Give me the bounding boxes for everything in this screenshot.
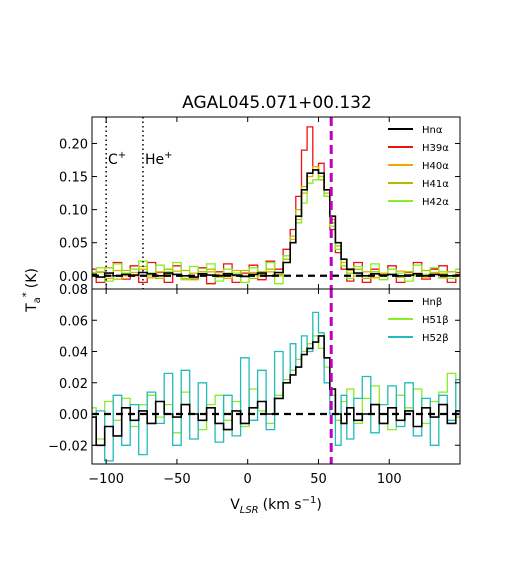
xtick-label: 100 [377, 472, 402, 487]
alpha-overlays [92, 117, 460, 289]
he-plus-sup: + [164, 150, 172, 161]
xlabel-main: V [230, 497, 240, 513]
x-ticks: −100 −50 0 50 100 [88, 472, 401, 487]
legend-label-h52beta: H52β [422, 333, 449, 344]
beta-top-tick-label: 0.08 [59, 283, 88, 298]
legend-label-hnbeta: Hnβ [422, 297, 442, 308]
ylabel-sup: * [21, 292, 32, 297]
panel-beta: −0.02 0.00 0.02 0.04 0.06 0.08 Hnβ H51β H52β −… [48, 283, 461, 487]
beta-ytick-label: 0.02 [59, 377, 88, 392]
beta-ytick-label: −0.02 [48, 439, 88, 454]
ylabel-sub: a [32, 297, 43, 303]
alpha-ytick-label: 0.05 [59, 237, 88, 252]
beta-legend: Hnβ H51β H52β [388, 297, 449, 344]
alpha-series-group [92, 126, 460, 285]
beta-y-ticks: −0.02 0.00 0.02 0.04 0.06 [48, 289, 460, 464]
alpha-y-ticks: 0.00 0.05 0.10 0.15 0.20 [59, 117, 460, 289]
alpha-legend: Hnα H39α H40α H41α H42α [388, 125, 449, 208]
legend-label-h40alpha: H40α [422, 161, 449, 172]
xtick-label: −50 [163, 472, 190, 487]
c-plus-sup: + [118, 150, 126, 161]
legend-label-h51beta: H51β [422, 315, 449, 326]
xtick-label: 0 [244, 472, 252, 487]
c-plus-label: C+ [108, 150, 126, 168]
chart-title: AGAL045.071+00.132 [182, 93, 372, 113]
beta-overlays [92, 289, 460, 464]
alpha-ytick-label: 0.20 [59, 137, 88, 152]
xlabel-units-sup: −1 [302, 495, 317, 506]
ylabel-main: T [24, 303, 40, 313]
series-hnbeta [92, 335, 460, 447]
panel-alpha: 0.00 0.05 0.10 0.15 0.20 Hnα H39α H40α H41α H42α… [59, 116, 461, 290]
he-plus-text: He [145, 152, 164, 168]
beta-ytick-label: 0.06 [59, 314, 88, 329]
c-plus-text: C [108, 152, 118, 168]
xlabel-units: (km s [263, 497, 302, 513]
he-plus-label: He+ [145, 150, 173, 168]
legend-label-h42alpha: H42α [422, 197, 449, 208]
ylabel-units: (K) [24, 268, 40, 288]
xlabel-sub: LSR [240, 505, 259, 516]
xlabel-units-close: ) [316, 497, 321, 513]
legend-label-h39alpha: H39α [422, 143, 449, 154]
legend-label-h41alpha: H41α [422, 179, 449, 190]
beta-axes-frame [91, 288, 461, 465]
legend-label-hnalpha: Hnα [422, 125, 443, 136]
xtick-label: 50 [310, 472, 327, 487]
alpha-ytick-label: 0.10 [59, 204, 88, 219]
alpha-ytick-label: 0.00 [59, 270, 88, 285]
beta-ytick-label: 0.00 [59, 408, 88, 423]
x-axis-label: VLSR (km s−1) [230, 495, 322, 516]
y-axis-label: Ta* (K) [21, 268, 43, 313]
alpha-ytick-label: 0.15 [59, 171, 88, 186]
xtick-label: −100 [88, 472, 124, 487]
beta-ytick-label: 0.04 [59, 346, 88, 361]
